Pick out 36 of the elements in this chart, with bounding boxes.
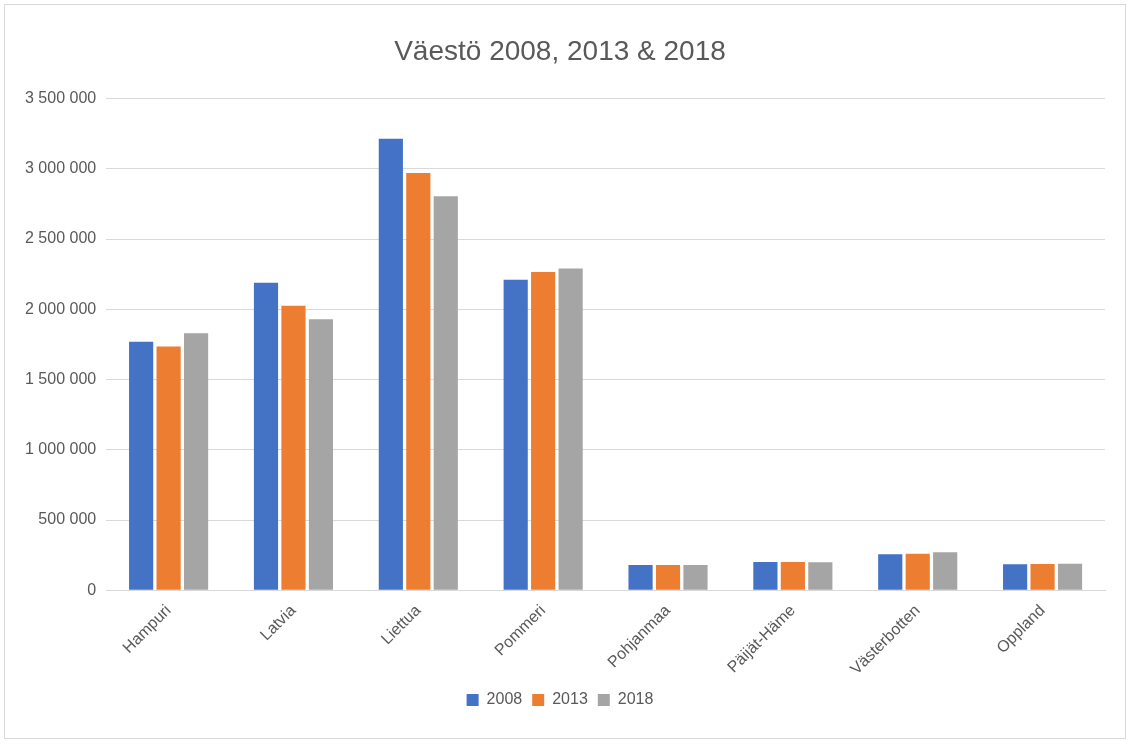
bar [780, 562, 805, 590]
bar [253, 282, 279, 590]
bar [683, 564, 708, 590]
chart-title: Väestö 2008, 2013 & 2018 [394, 34, 726, 66]
bar [129, 341, 154, 590]
y-tick-label: 3 500 000 [24, 89, 97, 107]
bar [878, 554, 903, 590]
bar [1003, 564, 1028, 590]
legend-label: 2018 [617, 690, 654, 708]
bar [628, 564, 653, 590]
legend-label: 2013 [552, 690, 588, 708]
bar [433, 196, 458, 590]
bar [905, 553, 930, 590]
y-tick-label: 2 500 000 [24, 229, 97, 247]
bar [558, 268, 583, 590]
legend-label: 2008 [486, 690, 523, 708]
bar [503, 279, 528, 590]
y-tick-label: 0 [87, 580, 97, 598]
bar [531, 272, 556, 590]
bar [183, 333, 209, 590]
y-tick-label: 1 000 000 [24, 440, 97, 458]
y-tick-label: 3 000 000 [24, 159, 97, 177]
y-tick-label: 2 000 000 [24, 299, 97, 317]
bar [808, 562, 833, 590]
bar [406, 173, 431, 590]
y-tick-label: 1 500 000 [24, 369, 97, 387]
bar [378, 138, 403, 590]
bar [308, 319, 334, 590]
bar [933, 552, 958, 590]
y-tick-label: 500 000 [38, 510, 97, 528]
bar [1030, 564, 1055, 590]
bar [1057, 563, 1083, 590]
bar [753, 561, 778, 590]
bar [156, 346, 181, 590]
bar [281, 305, 306, 590]
bar [655, 564, 681, 590]
